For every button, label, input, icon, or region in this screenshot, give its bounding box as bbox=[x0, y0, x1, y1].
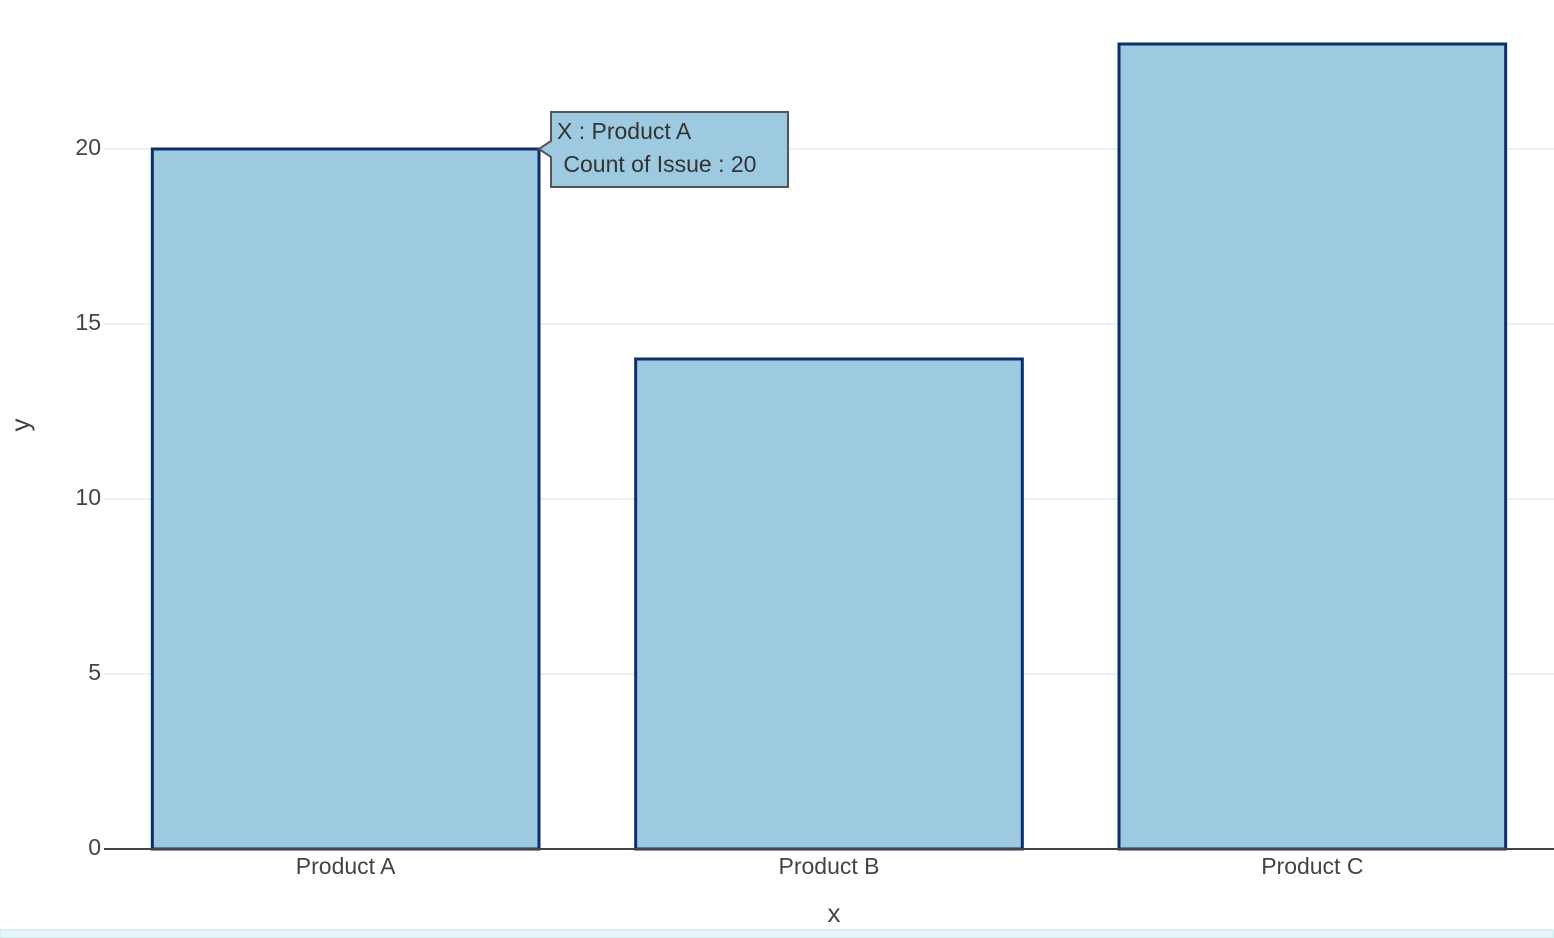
y-axis-label: y bbox=[5, 419, 35, 432]
y-tick-label: 15 bbox=[75, 309, 101, 335]
bottom-strip bbox=[0, 929, 1554, 938]
y-tick-label: 20 bbox=[75, 134, 101, 160]
y-tick-label: 0 bbox=[88, 834, 101, 860]
y-tick-label: 5 bbox=[88, 659, 101, 685]
bar bbox=[150, 147, 541, 851]
bar bbox=[634, 357, 1024, 851]
tooltip-text: X : Product A bbox=[557, 118, 692, 144]
tooltip-text: Count of Issue : 20 bbox=[557, 151, 756, 177]
tooltip-box bbox=[537, 111, 789, 188]
x-tick-label: Product C bbox=[1261, 853, 1363, 879]
x-tick-label: Product A bbox=[296, 853, 396, 879]
y-tick-label: 10 bbox=[75, 484, 101, 510]
x-axis-label: x bbox=[828, 898, 841, 928]
x-tick-label: Product B bbox=[779, 853, 880, 879]
bar bbox=[1117, 42, 1508, 851]
